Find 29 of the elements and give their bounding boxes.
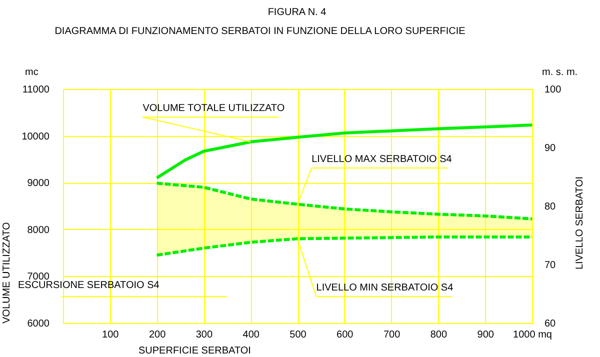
x-tick-label: 600 <box>336 330 354 340</box>
chart-title: FIGURA N. 4 <box>268 7 327 18</box>
text: mc <box>25 67 38 78</box>
x-tick-label: 100 <box>102 330 120 340</box>
y2-axis-title: LIVELLO SERBATOI <box>574 176 586 270</box>
x-tick-label: 200 <box>148 330 166 340</box>
y-tick-label: 6000 <box>27 318 50 330</box>
text: m. s. m. <box>542 67 578 78</box>
y-tick-label: 9000 <box>27 178 50 190</box>
x-tick-label: 400 <box>242 330 260 340</box>
y2-tick-label: 100 <box>544 84 562 96</box>
x-axis-title: SUPERFICIE SERBATOI <box>138 346 251 356</box>
line-series <box>155 182 534 220</box>
x-tick-label: 300 <box>196 330 213 340</box>
y-tick-label: 8000 <box>27 224 50 236</box>
y-tick-label: 11000 <box>22 84 50 96</box>
x-tick-label: 1000 mq <box>513 330 552 340</box>
chart-subtitle: DIAGRAMMA DI FUNZIONAMENTO SERBATOI IN FUNZIONE DELLA LORO SUPERFICIE <box>54 26 466 37</box>
y2-tick-label: 70 <box>544 260 556 271</box>
y-tick-label: 10000 <box>22 131 50 142</box>
x-tick-label: 500 <box>290 330 307 340</box>
line-series <box>155 124 534 180</box>
x-tick-label: 700 <box>383 330 401 340</box>
y-axis-title: VOLUME UTILIZZATO <box>2 222 12 324</box>
x-tick-label: 800 <box>430 330 448 340</box>
y2-tick-label: 60 <box>544 318 556 330</box>
y2-tick-label: 90 <box>544 143 556 154</box>
y2-tick-label: 80 <box>544 202 556 212</box>
x-tick-label: 900 <box>477 330 494 340</box>
